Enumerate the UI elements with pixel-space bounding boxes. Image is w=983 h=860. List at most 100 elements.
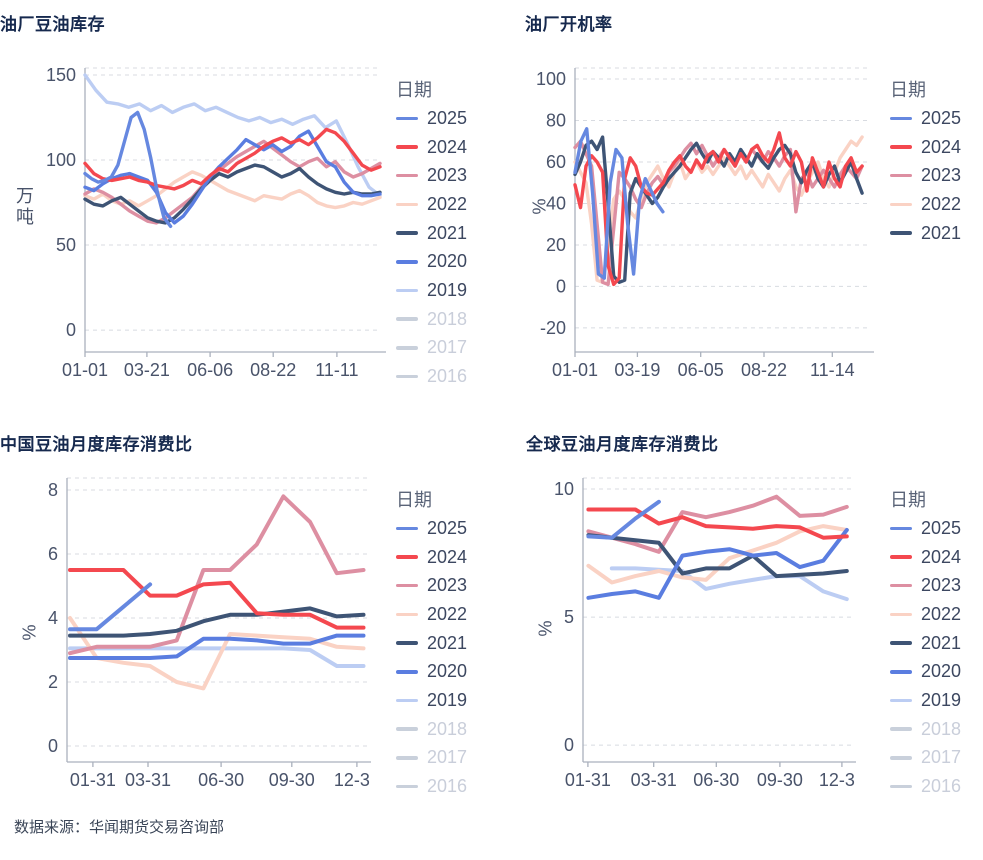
legend-item-2017[interactable]: 2017 bbox=[396, 334, 491, 363]
legend-item-2018[interactable]: 2018 bbox=[890, 715, 983, 744]
legend-item-2023[interactable]: 2023 bbox=[396, 161, 491, 190]
svg-text:01-31: 01-31 bbox=[70, 770, 116, 790]
svg-text:03-21: 03-21 bbox=[124, 360, 170, 380]
legend-item-label: 2023 bbox=[427, 575, 468, 596]
svg-text:12-31: 12-31 bbox=[819, 770, 856, 790]
legend-item-label: 2024 bbox=[427, 546, 468, 567]
legend-item-label: 2016 bbox=[427, 776, 468, 795]
legend-item-2017[interactable]: 2017 bbox=[396, 744, 491, 773]
svg-text:11-14: 11-14 bbox=[810, 360, 855, 380]
legend-item-2020[interactable]: 2020 bbox=[396, 247, 491, 276]
legend-item-2023[interactable]: 2023 bbox=[890, 571, 983, 600]
svg-text:100: 100 bbox=[536, 69, 566, 89]
legend-item-2016[interactable]: 2016 bbox=[396, 362, 491, 382]
legend-item-2019[interactable]: 2019 bbox=[890, 686, 983, 715]
legend-item-2022[interactable]: 2022 bbox=[890, 600, 983, 629]
chart-card-oil-mill-soyoil-inventory: 油厂豆油库存 0 50 100 150 01-01 03-21 06-06 08-22 11-1… bbox=[0, 10, 491, 382]
legend-marker bbox=[396, 317, 418, 321]
legend-marker bbox=[890, 116, 912, 121]
legend: 日期 2025 2024 2023 2022 2021 bbox=[890, 76, 983, 247]
legend-marker bbox=[396, 698, 418, 703]
legend-item-2021[interactable]: 2021 bbox=[396, 219, 491, 248]
legend-title: 日期 bbox=[890, 80, 926, 100]
legend-items: 2025 2024 2023 2022 2021 2020 2019 2018 2017 2016 bbox=[890, 514, 983, 795]
legend-item-label: 2019 bbox=[427, 279, 468, 300]
legend-item-2020[interactable]: 2020 bbox=[396, 657, 491, 686]
legend-marker bbox=[890, 698, 912, 703]
legend-item-label: 2024 bbox=[427, 136, 468, 157]
legend-title: 日期 bbox=[396, 490, 432, 510]
legend-marker bbox=[396, 555, 418, 559]
legend-marker bbox=[890, 173, 912, 178]
legend-item-2019[interactable]: 2019 bbox=[396, 686, 491, 715]
legend-marker bbox=[396, 374, 418, 379]
legend-item-2024[interactable]: 2024 bbox=[890, 133, 983, 162]
legend-item-2025[interactable]: 2025 bbox=[890, 104, 983, 133]
legend-item-2018[interactable]: 2018 bbox=[396, 305, 491, 334]
svg-text:11-11: 11-11 bbox=[315, 360, 358, 380]
legend-item-2017[interactable]: 2017 bbox=[890, 744, 983, 773]
legend-marker bbox=[396, 260, 418, 264]
legend-item-label: 2025 bbox=[921, 107, 962, 128]
legend-title: 日期 bbox=[396, 80, 432, 100]
legend-item-2023[interactable]: 2023 bbox=[890, 161, 983, 190]
legend-item-label: 2016 bbox=[921, 776, 962, 795]
legend-item-label: 2022 bbox=[921, 193, 962, 214]
legend-marker bbox=[396, 116, 418, 121]
legend-item-label: 2023 bbox=[921, 575, 962, 596]
legend-item-2021[interactable]: 2021 bbox=[890, 219, 983, 248]
legend-item-2021[interactable]: 2021 bbox=[396, 629, 491, 658]
legend-marker bbox=[890, 756, 912, 760]
legend-item-2019[interactable]: 2019 bbox=[396, 276, 491, 305]
legend-marker bbox=[890, 612, 912, 617]
svg-text:06-30: 06-30 bbox=[198, 770, 244, 790]
legend-title: 日期 bbox=[890, 490, 926, 510]
y-axis-unit-label: % bbox=[19, 624, 40, 641]
legend-marker bbox=[396, 202, 418, 207]
legend-marker bbox=[890, 727, 912, 731]
legend-item-2020[interactable]: 2020 bbox=[890, 657, 983, 686]
legend-marker bbox=[890, 202, 912, 207]
legend-item-2024[interactable]: 2024 bbox=[396, 543, 491, 572]
legend-item-2023[interactable]: 2023 bbox=[396, 571, 491, 600]
legend-item-2016[interactable]: 2016 bbox=[396, 772, 491, 795]
svg-text:0: 0 bbox=[556, 276, 566, 296]
svg-text:50: 50 bbox=[56, 235, 76, 255]
svg-text:09-30: 09-30 bbox=[757, 770, 803, 790]
legend-item-2025[interactable]: 2025 bbox=[396, 104, 491, 133]
legend-item-label: 2016 bbox=[427, 366, 468, 382]
y-axis-unit-label: 万吨 bbox=[16, 186, 34, 227]
legend-item-label: 2020 bbox=[921, 661, 962, 682]
legend-item-2021[interactable]: 2021 bbox=[890, 629, 983, 658]
legend-item-label: 2019 bbox=[921, 689, 962, 710]
svg-text:01-01: 01-01 bbox=[552, 360, 598, 380]
svg-text:03-19: 03-19 bbox=[614, 360, 660, 380]
chart-title: 中国豆油月度库存消费比 bbox=[0, 435, 193, 454]
legend-item-2025[interactable]: 2025 bbox=[890, 514, 983, 543]
legend-item-2016[interactable]: 2016 bbox=[890, 772, 983, 795]
legend-item-2025[interactable]: 2025 bbox=[396, 514, 491, 543]
legend-item-2022[interactable]: 2022 bbox=[396, 600, 491, 629]
legend-item-2018[interactable]: 2018 bbox=[396, 715, 491, 744]
legend-item-label: 2021 bbox=[921, 632, 962, 653]
chart-title: 油厂豆油库存 bbox=[0, 15, 105, 34]
legend-marker bbox=[396, 612, 418, 617]
legend-item-2022[interactable]: 2022 bbox=[396, 190, 491, 219]
legend-marker bbox=[396, 670, 418, 674]
legend-item-2022[interactable]: 2022 bbox=[890, 190, 983, 219]
legend-item-label: 2017 bbox=[427, 747, 468, 768]
svg-text:06-06: 06-06 bbox=[187, 360, 233, 380]
svg-text:150: 150 bbox=[46, 65, 76, 85]
legend-item-2024[interactable]: 2024 bbox=[890, 543, 983, 572]
legend-item-label: 2020 bbox=[427, 661, 468, 682]
legend-item-label: 2021 bbox=[921, 222, 962, 243]
legend: 日期 2025 2024 2023 2022 2021 2020 2019 2018 2017 2… bbox=[396, 76, 491, 382]
legend-item-label: 2022 bbox=[427, 193, 468, 214]
svg-text:0: 0 bbox=[66, 320, 76, 340]
legend-marker bbox=[396, 346, 418, 350]
svg-text:09-30: 09-30 bbox=[269, 770, 315, 790]
legend-item-2024[interactable]: 2024 bbox=[396, 133, 491, 162]
legend-items: 2025 2024 2023 2022 2021 2020 2019 2018 2017 2016 bbox=[396, 104, 491, 382]
legend-item-label: 2025 bbox=[921, 517, 962, 538]
chart-card-china-soyoil-stock-consumption-ratio: 中国豆油月度库存消费比 0 2 4 6 8 01-31 03-31 06-30 09-30 12-… bbox=[0, 430, 491, 795]
